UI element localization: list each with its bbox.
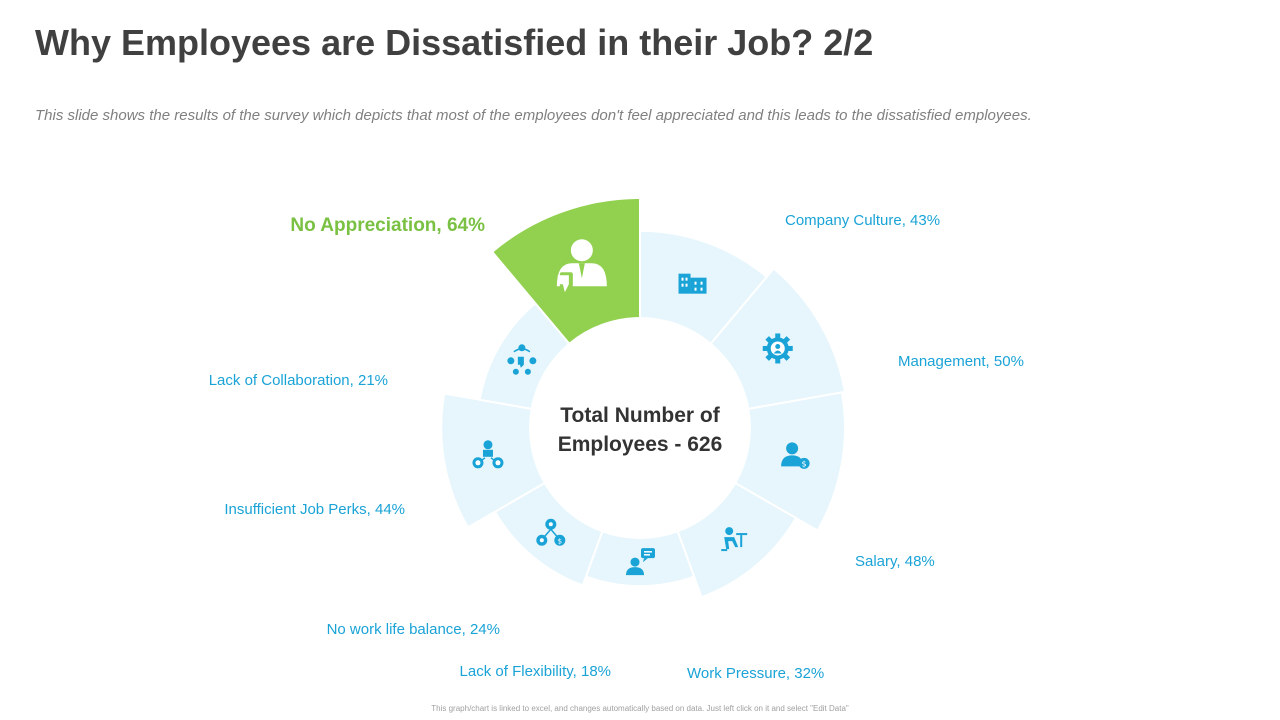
svg-text:$: $ (802, 459, 807, 468)
slice-label-salary: Salary, 48% (855, 553, 935, 570)
slice-label-insufficient-job-perks: Insufficient Job Perks, 44% (224, 501, 405, 518)
desk-worker-icon (721, 527, 748, 552)
page-title: Why Employees are Dissatisfied in their … (35, 22, 874, 63)
team-dislike-icon (507, 344, 537, 375)
slice-lack-of-flexibility (584, 530, 696, 588)
slice-insufficient-job-perks (440, 392, 547, 529)
slice-label-management: Management, 50% (898, 353, 1024, 370)
donut-slices (440, 196, 847, 599)
page-subtitle: This slide shows the results of the surv… (35, 107, 1032, 124)
balance-network-icon: $ (536, 518, 566, 546)
slice-label-no-appreciation: No Appreciation, 64% (290, 215, 485, 236)
gear-icon (762, 333, 793, 364)
person-thumbs-down-icon (556, 239, 607, 293)
slice-label-lack-of-collaboration: Lack of Collaboration, 21% (209, 372, 388, 389)
svg-text:$: $ (558, 537, 562, 545)
slice-label-lack-of-flexibility: Lack of Flexibility, 18% (460, 663, 611, 680)
center-label-line-1: Total Number of (560, 404, 720, 427)
slice-label-no-work-life-balance: No work life balance, 24% (327, 621, 500, 638)
slice-labels: Company Culture, 43% Management, 50% Salar… (209, 212, 1024, 682)
slice-work-pressure (676, 481, 798, 599)
slice-icons: $$ (472, 239, 810, 576)
footnote: This graph/chart is linked to excel, and… (431, 704, 849, 713)
perks-network-icon (472, 440, 504, 469)
center-label-line-2: Employees - 626 (558, 433, 723, 456)
chat-person-icon (626, 548, 655, 576)
slice-label-work-pressure: Work Pressure, 32% (687, 665, 824, 682)
slice-label-company-culture: Company Culture, 43% (785, 212, 940, 229)
salary-person-icon: $ (781, 442, 810, 469)
building-icon (678, 273, 707, 294)
